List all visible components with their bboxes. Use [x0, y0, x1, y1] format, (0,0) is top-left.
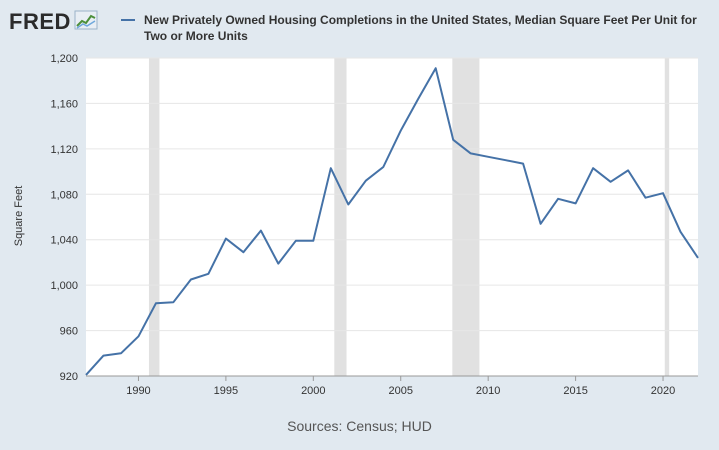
trend-line-icon [74, 10, 98, 35]
chart-legend[interactable]: New Privately Owned Housing Completions … [121, 12, 711, 44]
legend-label: New Privately Owned Housing Completions … [144, 13, 697, 43]
data-point[interactable] [575, 202, 577, 204]
recession-band [452, 58, 480, 376]
fred-logo[interactable]: FRED [9, 9, 98, 35]
data-point[interactable] [85, 374, 87, 376]
data-point[interactable] [330, 167, 332, 169]
data-point[interactable] [155, 302, 157, 304]
y-axis-ticks: 920 960 1,000 1,040 1,080 1,120 1,160 1,200 [50, 53, 78, 383]
x-tick-label: 2020 [651, 385, 675, 397]
x-tick-label: 2000 [301, 385, 325, 397]
data-point[interactable] [452, 139, 454, 141]
data-point[interactable] [242, 251, 244, 253]
data-point[interactable] [102, 355, 104, 357]
data-point[interactable] [172, 301, 174, 303]
x-tick-label: 2015 [563, 385, 587, 397]
data-point[interactable] [697, 257, 699, 259]
y-axis-label: Square Feet [13, 185, 25, 247]
data-point[interactable] [435, 67, 437, 69]
chart-header: FRED New Privately Owned Housing Complet… [0, 0, 719, 52]
data-point[interactable] [505, 159, 507, 161]
data-point[interactable] [400, 130, 402, 132]
data-point[interactable] [522, 163, 524, 165]
source-note: Sources: Census; HUD [287, 418, 432, 434]
logo-text: FRED [9, 9, 71, 34]
plot-area [86, 58, 698, 376]
data-point[interactable] [557, 198, 559, 200]
recession-band [148, 58, 160, 376]
data-point[interactable] [470, 152, 472, 154]
data-point[interactable] [487, 156, 489, 158]
data-point[interactable] [295, 240, 297, 242]
data-point[interactable] [137, 335, 139, 337]
y-tick-label: 1,120 [50, 144, 78, 156]
data-point[interactable] [347, 204, 349, 206]
x-tick-label: 2005 [389, 385, 413, 397]
data-point[interactable] [207, 273, 209, 275]
y-tick-label: 960 [60, 326, 78, 338]
data-point[interactable] [365, 180, 367, 182]
data-point[interactable] [120, 352, 122, 354]
data-point[interactable] [312, 240, 314, 242]
recession-bands [148, 58, 670, 376]
x-tick-label: 2010 [476, 385, 500, 397]
y-tick-label: 1,200 [50, 53, 78, 65]
data-point[interactable] [592, 167, 594, 169]
data-point[interactable] [190, 278, 192, 280]
data-point[interactable] [417, 98, 419, 100]
x-tick-label: 1990 [126, 385, 150, 397]
recession-band [664, 58, 670, 376]
x-tick-label: 1995 [214, 385, 238, 397]
data-point[interactable] [382, 166, 384, 168]
data-point[interactable] [610, 181, 612, 183]
data-point[interactable] [540, 223, 542, 225]
data-point[interactable] [680, 231, 682, 233]
series-line[interactable] [85, 67, 699, 376]
x-axis-ticks: 1990 1995 2000 2005 2010 2015 2020 [86, 375, 698, 397]
data-point[interactable] [662, 192, 664, 194]
y-tick-label: 920 [60, 371, 78, 383]
legend-swatch [121, 19, 135, 21]
y-tick-label: 1,000 [50, 280, 78, 292]
recession-band [334, 58, 347, 376]
data-point[interactable] [277, 263, 279, 265]
data-point[interactable] [627, 169, 629, 171]
data-point[interactable] [645, 197, 647, 199]
data-point[interactable] [260, 230, 262, 232]
y-tick-label: 1,040 [50, 235, 78, 247]
data-point[interactable] [225, 238, 227, 240]
series-layer [85, 67, 699, 376]
y-tick-label: 1,080 [50, 189, 78, 201]
y-tick-label: 1,160 [50, 98, 78, 110]
